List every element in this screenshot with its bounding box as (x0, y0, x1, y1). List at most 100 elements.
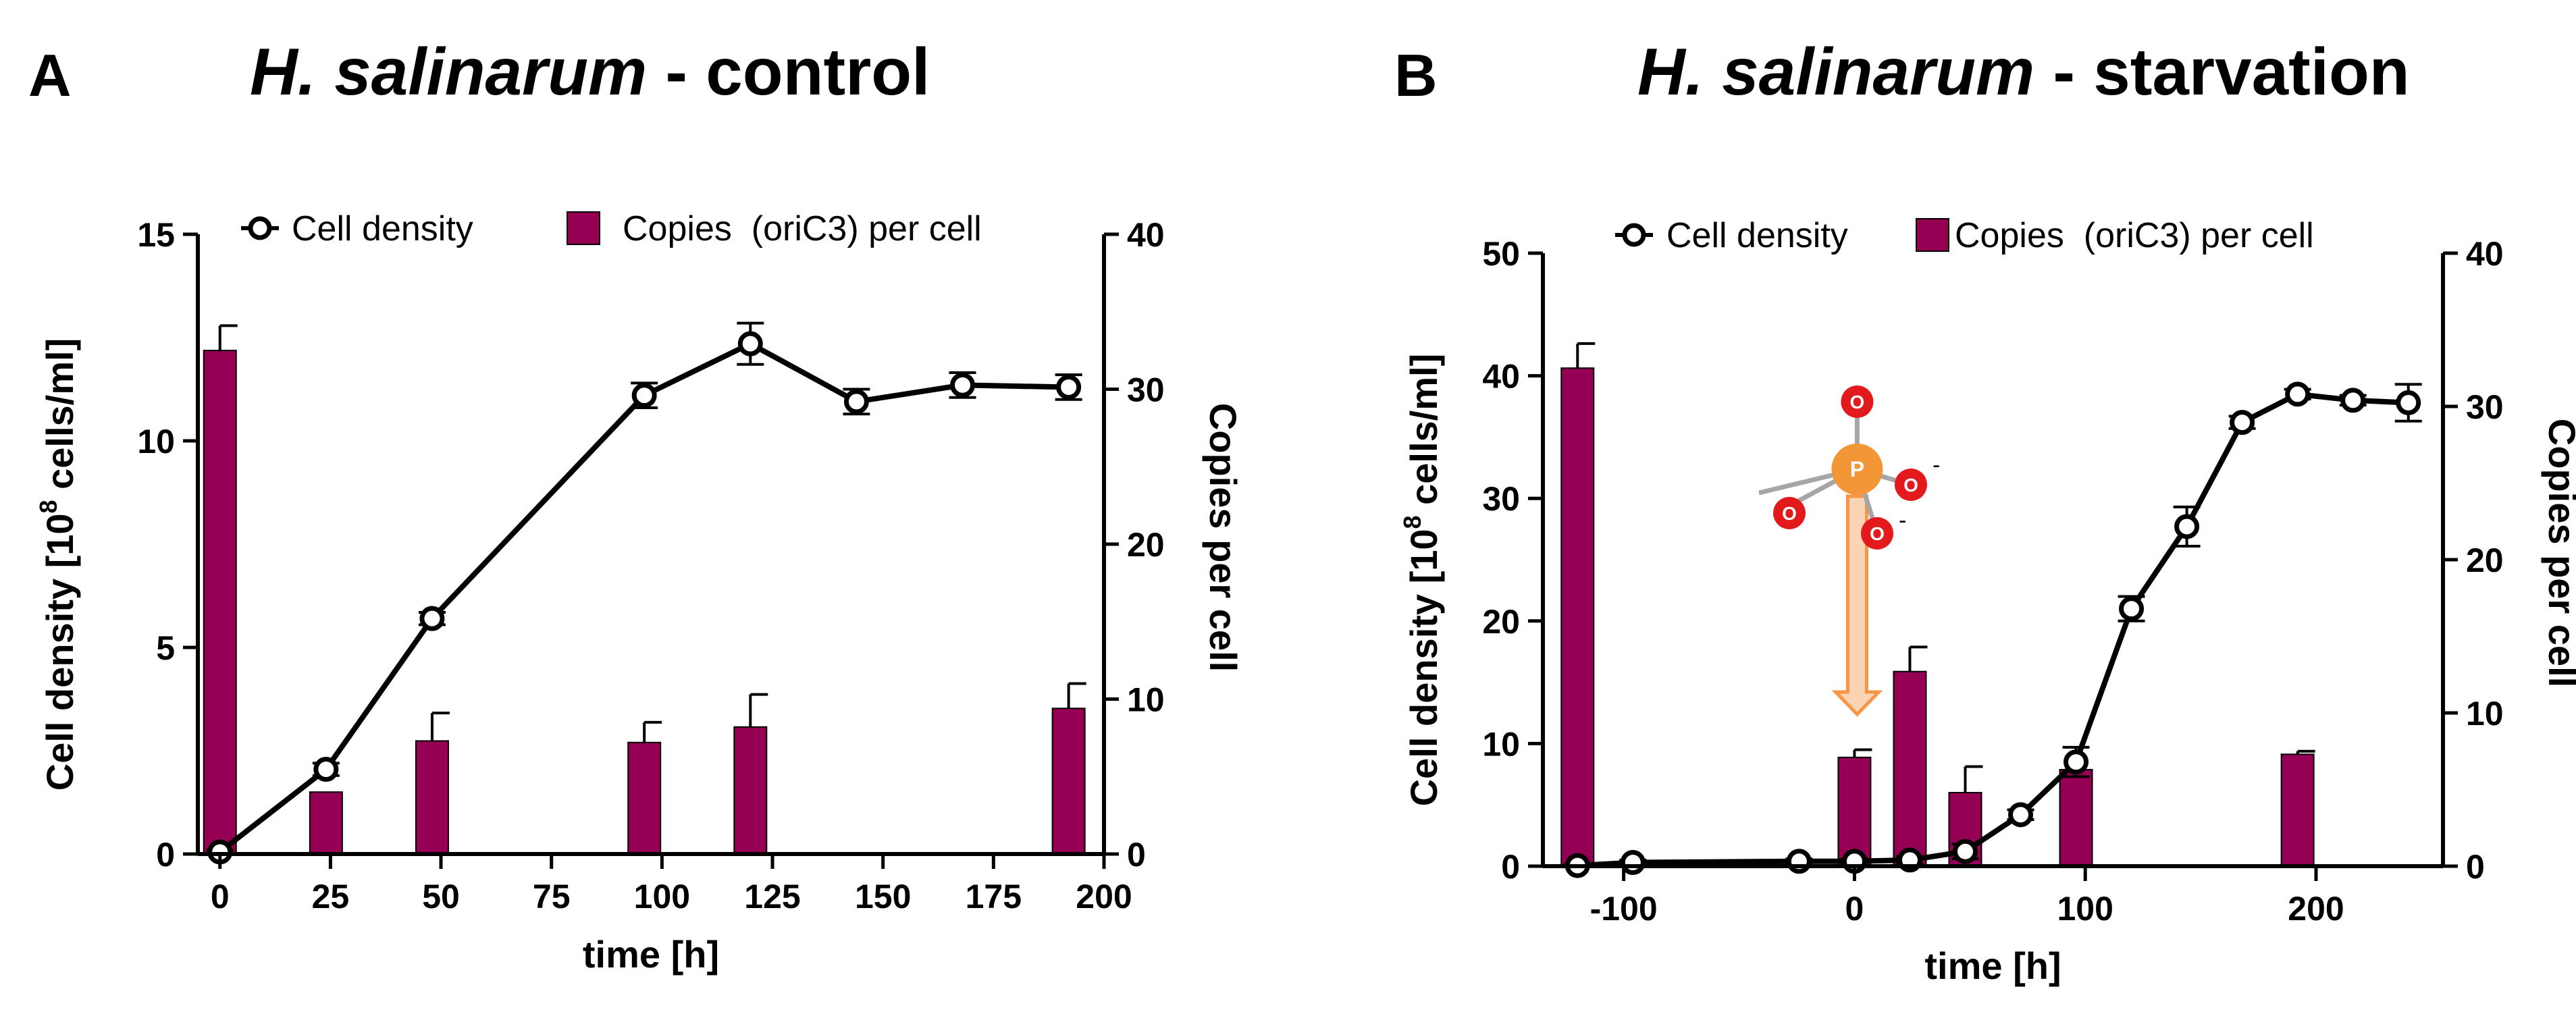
phosphorus-atom (1831, 444, 1883, 495)
panel-a-legend-line-label: Cell density (292, 209, 473, 248)
panel-a-x-tick-label: 50 (422, 878, 460, 915)
panel-b-legend-bar-swatch (1916, 218, 1949, 252)
oxygen-atom-label: O (1850, 392, 1865, 412)
panel-a-bar (733, 726, 768, 855)
panel-b-bar (1560, 367, 1595, 867)
panel-a-y-right-tick-label: 40 (1127, 216, 1165, 254)
panel-a-x-tick-label: 175 (966, 878, 1022, 915)
oxygen-atom-label: O (1870, 523, 1885, 544)
panel-a-y-left-label-pre: Cell density [10 (38, 513, 81, 791)
panel-b-y-left-label-sup: 8 (1398, 515, 1426, 529)
panel-a-y-left-tick-label: 10 (137, 423, 175, 460)
panel-a-bar (415, 740, 449, 855)
panel-a-y-left-tick-label: 5 (156, 629, 175, 667)
panel-a-density-point (419, 606, 445, 631)
panel-b-y-left-tick-label: 10 (1482, 725, 1520, 763)
panel-a-y-right-tick-label: 30 (1127, 371, 1165, 409)
panel-a-x-tick-label: 75 (533, 878, 571, 915)
panel-b-density-point (2008, 802, 2034, 828)
panel-b-y-right-tick-label: 20 (2466, 541, 2504, 579)
panel-b-letter: B (1394, 42, 1438, 109)
panel-a-density-point (631, 383, 657, 408)
panel-a-y-right-tick-label: 10 (1127, 681, 1165, 719)
panel-a-x-tick-label: 25 (312, 878, 350, 915)
panel-b-x-tick-label: -100 (1590, 890, 1658, 928)
panel-a-x-axis-label: time [h] (583, 933, 719, 976)
chart-panel-a: 0 25 50 75 100 125 150 175 200051015010203040tim… (34, 209, 1244, 976)
panel-b-y-left-axis-label: Cell density [108 cells/ml] (1398, 354, 1445, 807)
panel-b-title-condition: - starvation (2034, 34, 2409, 109)
panel-b-density-point (1952, 838, 1978, 864)
panel-a-bar (627, 741, 662, 855)
panel-a-legend-marker-swatch (248, 216, 272, 240)
panel-a-legend-bar-swatch (567, 211, 600, 245)
panel-a-letter: A (28, 42, 72, 109)
panel-b-legend-line-label: Cell density (1666, 216, 1848, 255)
panel-b-density-point (2064, 749, 2089, 775)
panel-b-x-axis-label: time [h] (1924, 944, 2061, 987)
panel-b-bar (1837, 756, 1872, 867)
panel-a-title-species: H. salinarum (250, 34, 647, 109)
oxygen-atom (1773, 497, 1806, 529)
panel-a-y-left-axis-label: Cell density [108 cells/ml] (34, 338, 81, 791)
panel-b-title: H. salinarum - starvation (1637, 34, 2410, 109)
panel-a-density-point (737, 331, 763, 356)
panel-b-y-left-tick-label: 0 (1501, 848, 1520, 886)
panel-b-y-left-tick-label: 50 (1482, 235, 1520, 273)
panel-a-density-point (950, 372, 976, 398)
panel-b-y-right-tick-label: 40 (2466, 235, 2504, 273)
oxygen-atom-label: O (1782, 503, 1797, 524)
oxygen-atom (1895, 469, 1927, 501)
panel-a-legend-bar-label: Copies (oriC3) per cell (623, 209, 982, 248)
panel-b-x-tick-label: 100 (2057, 890, 2113, 928)
panel-a-x-tick-label: 0 (211, 878, 230, 915)
panel-a-x-tick-label: 200 (1076, 878, 1132, 915)
panel-b-density-point (2174, 514, 2200, 539)
panel-a-y-left-tick-label: 0 (156, 836, 175, 874)
panel-b-density-point (2285, 381, 2311, 407)
panel-b-bar (1893, 670, 1927, 868)
panel-a-title-condition: - control (647, 34, 930, 109)
panel-b-y-left-tick-label: 30 (1482, 480, 1520, 518)
panel-b-y-left-label-pre: Cell density [10 (1402, 529, 1445, 806)
panel-b-bar (2280, 753, 2315, 868)
panel-a-y-right-tick-label: 0 (1127, 836, 1146, 874)
panel-b-density-point (2230, 410, 2255, 435)
oxygen-atom-label: O (1903, 475, 1918, 496)
panel-b-y-right-tick-label: 10 (2466, 695, 2504, 733)
panel-a-density-line (218, 341, 1069, 855)
panel-a-x-tick-label: 150 (855, 878, 911, 915)
panel-a-bar (1051, 708, 1086, 855)
panel-b-density-point (2396, 390, 2421, 416)
panel-a-y-left-tick-label: 15 (137, 216, 175, 254)
panel-a-density-point (1056, 374, 1082, 400)
panel-b-y-right-axis-label: Copies per cell (2541, 419, 2576, 687)
panel-b-y-right-tick-label: 0 (2466, 848, 2485, 886)
panel-b-legend-marker-swatch (1622, 223, 1646, 247)
panel-b-density-point (1786, 849, 1812, 874)
panel-a-title: H. salinarum - control (250, 34, 930, 109)
panel-b-y-left-label-post: cells/ml] (1402, 354, 1445, 516)
panel-b-bar (2059, 768, 2093, 867)
panel-b-y-left-tick-label: 40 (1482, 358, 1520, 396)
panel-b-y-right-tick-label: 30 (2466, 388, 2504, 426)
panel-a-y-right-axis-label: Copies per cell (1202, 403, 1244, 672)
panel-b-density-point (2340, 388, 2366, 413)
charge-label: - (1899, 508, 1906, 533)
panel-a-y-left-label-post: cells/ml] (38, 338, 81, 500)
panel-a-y-right-tick-label: 20 (1127, 526, 1165, 564)
panel-a-x-tick-label: 125 (744, 878, 800, 915)
panel-b-x-tick-label: 0 (1845, 890, 1864, 928)
panel-a-density-point (843, 389, 869, 415)
panel-b-title-species: H. salinarum (1637, 34, 2034, 109)
phosphorus-atom-label: P (1850, 457, 1864, 481)
panel-b-y-left-tick-label: 20 (1482, 603, 1520, 641)
panel-a-bar (203, 350, 237, 855)
oxygen-atom (1841, 385, 1874, 418)
panel-b-legend-bar-label: Copies (oriC3) per cell (1955, 216, 2314, 255)
panel-a-density-point (313, 757, 339, 782)
panel-a-bar (309, 791, 343, 855)
panel-b-density-point (2119, 596, 2145, 622)
